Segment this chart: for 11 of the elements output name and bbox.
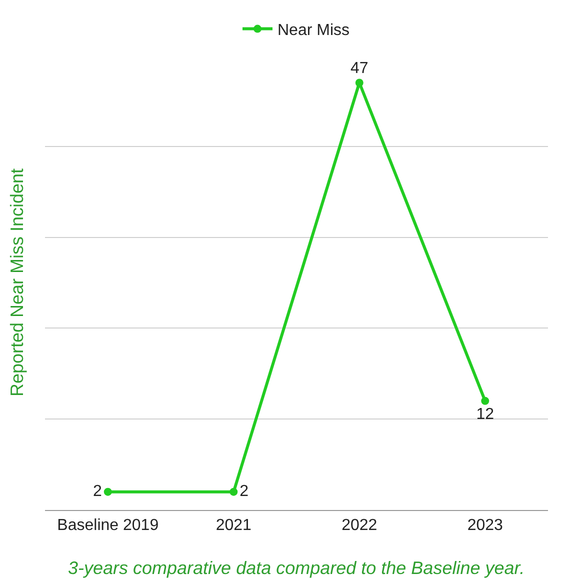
data-label: 12 [476, 406, 494, 423]
legend-label: Near Miss [278, 22, 350, 40]
data-label: 2 [92, 482, 102, 500]
x-tick-label: 2023 [467, 517, 504, 534]
data-label: 2 [240, 482, 249, 500]
x-tick-label: Baseline 2019 [57, 517, 159, 534]
x-tick-label: 2022 [342, 517, 378, 534]
y-axis-title: Reported Near Miss Incident [7, 168, 28, 397]
x-tick-label: 2021 [216, 517, 252, 534]
text: 3-years comparative data compared to the Baseline year. [68, 558, 525, 578]
data-label: 47 [350, 60, 368, 77]
